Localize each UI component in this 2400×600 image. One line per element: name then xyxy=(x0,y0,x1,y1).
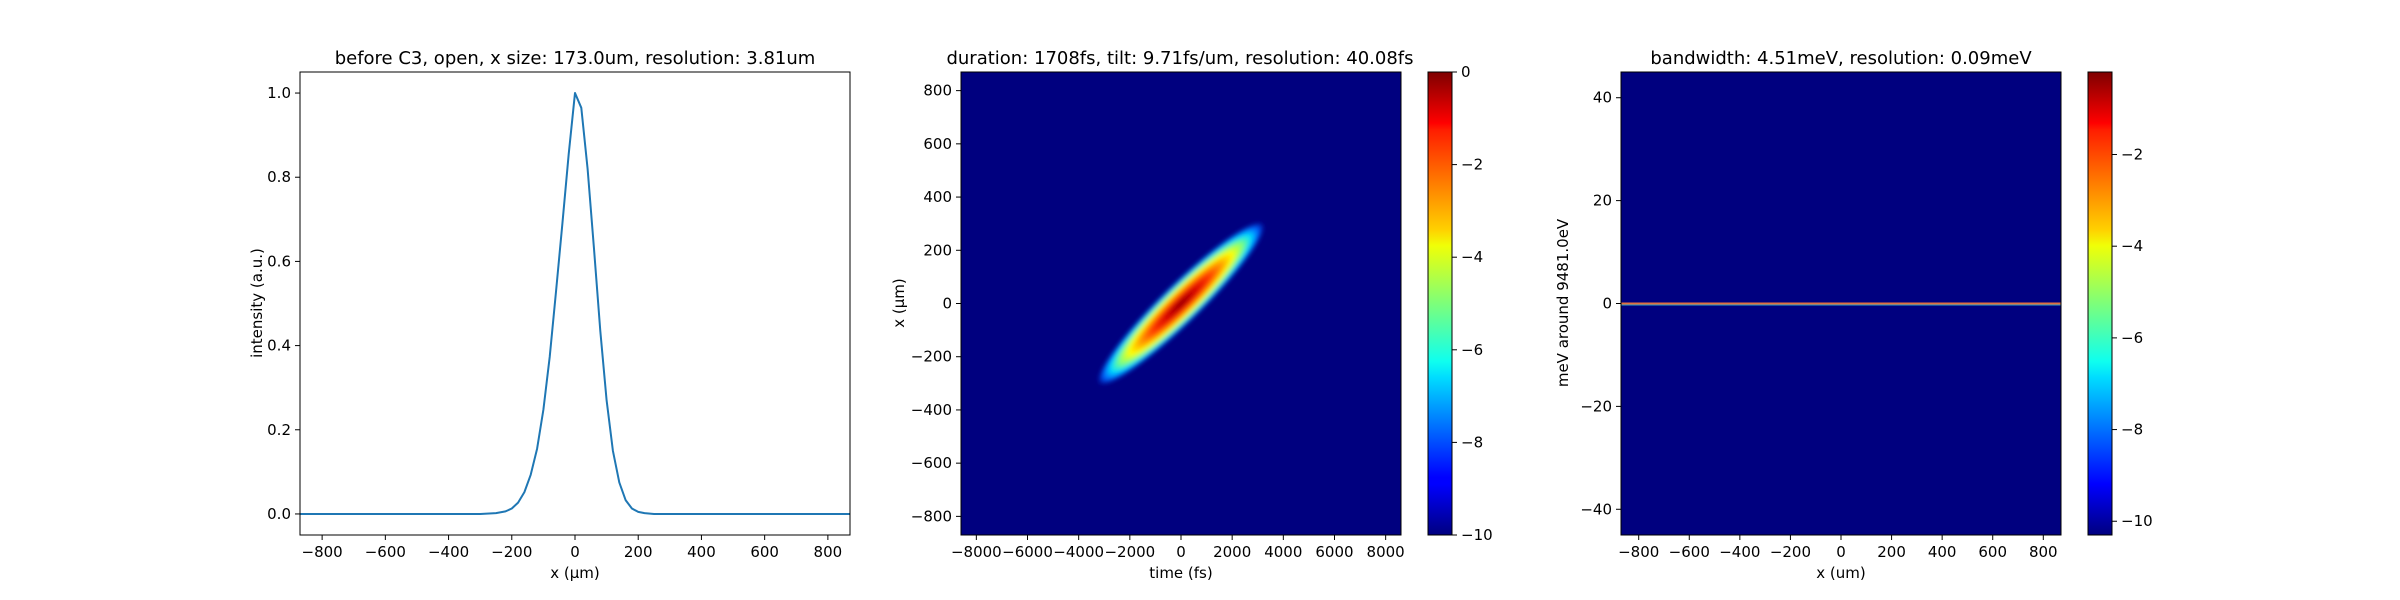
panel-spectrum-heatmap: bandwidth: 4.51meV, resolution: 0.09meV … xyxy=(1554,48,2153,582)
colorbar-tick-label: −6 xyxy=(1461,341,1483,359)
y-tick-label: 400 xyxy=(923,188,952,206)
panel1-line-layer xyxy=(300,92,850,515)
x-tick-label: 600 xyxy=(1978,543,2007,561)
x-tick-label: 800 xyxy=(814,543,843,561)
y-tick-label: 0.4 xyxy=(267,337,291,355)
colorbar-tick-label: −2 xyxy=(1461,156,1483,174)
panel2-colorbar-axis: 0 −2 −4 −6 −8 −10 xyxy=(1452,63,1493,544)
x-tick-label: −800 xyxy=(302,543,343,561)
panel2-y-axis: −800 −600 −400 −200 0 200 400 600 800 xyxy=(911,82,961,525)
x-tick-label: 200 xyxy=(1877,543,1906,561)
x-tick-label: 600 xyxy=(750,543,779,561)
panel2-y-label: x (μm) xyxy=(890,278,908,328)
panel3-colorbar xyxy=(2087,71,2113,536)
y-tick-label: 0 xyxy=(942,295,952,313)
panel-time-heatmap: duration: 1708fs, tilt: 9.71fs/um, resol… xyxy=(890,48,1493,582)
x-tick-label: −400 xyxy=(1719,543,1760,561)
x-tick-label: −4000 xyxy=(1053,543,1104,561)
x-tick-label: −800 xyxy=(1618,543,1659,561)
panel3-x-label: x (um) xyxy=(1816,564,1865,582)
x-tick-label: 200 xyxy=(624,543,653,561)
panel3-line-feature xyxy=(1621,302,2061,306)
y-tick-label: 0.2 xyxy=(267,421,291,439)
panel3-x-axis: −800 −600 −400 −200 0 200 400 600 800 xyxy=(1618,535,2058,561)
colorbar-tick-label: −10 xyxy=(1461,526,1493,544)
y-tick-label: 200 xyxy=(923,241,952,259)
colorbar-tick-label: −6 xyxy=(2121,329,2143,347)
colorbar-tick-label: −4 xyxy=(1461,248,1483,266)
y-tick-label: 800 xyxy=(923,82,952,100)
x-tick-label: −600 xyxy=(365,543,406,561)
colorbar-tick-label: −2 xyxy=(2121,146,2143,164)
y-tick-label: −200 xyxy=(911,348,952,366)
panel1-y-label: intensity (a.u.) xyxy=(248,248,266,358)
panel2-colorbar xyxy=(1427,71,1453,536)
panel3-y-label: meV around 9481.0eV xyxy=(1554,218,1572,387)
x-tick-label: 2000 xyxy=(1213,543,1251,561)
x-tick-label: −600 xyxy=(1669,543,1710,561)
x-tick-label: −2000 xyxy=(1104,543,1155,561)
x-tick-label: −8000 xyxy=(951,543,1002,561)
x-tick-label: −6000 xyxy=(1002,543,1053,561)
y-tick-label: 0.0 xyxy=(267,505,291,523)
intensity-curve xyxy=(300,92,850,515)
y-tick-label: 40 xyxy=(1593,89,1612,107)
panel-intensity-profile: before C3, open, x size: 173.0um, resolu… xyxy=(248,48,851,582)
y-tick-label: −400 xyxy=(911,401,952,419)
y-tick-label: 20 xyxy=(1593,192,1612,210)
x-tick-label: 0 xyxy=(1836,543,1846,561)
y-tick-label: 1.0 xyxy=(267,84,291,102)
y-tick-label: 600 xyxy=(923,135,952,153)
x-tick-label: 6000 xyxy=(1315,543,1353,561)
x-tick-label: −400 xyxy=(428,543,469,561)
pulse-ellipse xyxy=(1098,222,1264,385)
y-tick-label: 0.6 xyxy=(267,252,291,270)
x-tick-label: −200 xyxy=(491,543,532,561)
colorbar-tick-label: −4 xyxy=(2121,237,2143,255)
x-tick-label: 800 xyxy=(2029,543,2058,561)
panel2-pulse-feature xyxy=(1098,222,1264,385)
panel3-y-axis: −40 −20 0 20 40 xyxy=(1580,89,1621,518)
panel1-y-axis: 0.0 0.2 0.4 0.6 0.8 1.0 xyxy=(267,84,300,523)
panel1-plot-area xyxy=(300,72,850,535)
y-tick-label: −40 xyxy=(1580,500,1612,518)
panel1-title: before C3, open, x size: 173.0um, resolu… xyxy=(335,48,816,69)
panel2-x-axis: −8000 −6000 −4000 −2000 0 2000 4000 6000 8000 xyxy=(951,535,1405,561)
colorbar-tick-label: −8 xyxy=(1461,433,1483,451)
colorbar-tick-label: −10 xyxy=(2121,512,2153,530)
panel1-x-axis: −800 −600 −400 −200 0 200 400 600 800 xyxy=(302,535,843,561)
colorbar-tick-label: 0 xyxy=(1461,63,1471,81)
y-tick-label: −600 xyxy=(911,454,952,472)
colorbar-tick-label: −8 xyxy=(2121,421,2143,439)
panel3-title: bandwidth: 4.51meV, resolution: 0.09meV xyxy=(1650,48,2032,69)
y-tick-label: −20 xyxy=(1580,397,1612,415)
y-tick-label: 0.8 xyxy=(267,168,291,186)
x-tick-label: 0 xyxy=(570,543,580,561)
panel3-colorbar-axis: −2 −4 −6 −8 −10 xyxy=(2112,146,2153,530)
y-tick-label: −800 xyxy=(911,507,952,525)
y-tick-label: 0 xyxy=(1602,295,1612,313)
panel2-title: duration: 1708fs, tilt: 9.71fs/um, resol… xyxy=(946,48,1413,69)
x-tick-label: 0 xyxy=(1176,543,1186,561)
x-tick-label: 4000 xyxy=(1264,543,1302,561)
x-tick-label: 400 xyxy=(687,543,716,561)
x-tick-label: 8000 xyxy=(1367,543,1405,561)
x-tick-label: 400 xyxy=(1928,543,1957,561)
panel1-x-label: x (μm) xyxy=(550,564,600,582)
x-tick-label: −200 xyxy=(1770,543,1811,561)
panel2-x-label: time (fs) xyxy=(1149,564,1212,582)
